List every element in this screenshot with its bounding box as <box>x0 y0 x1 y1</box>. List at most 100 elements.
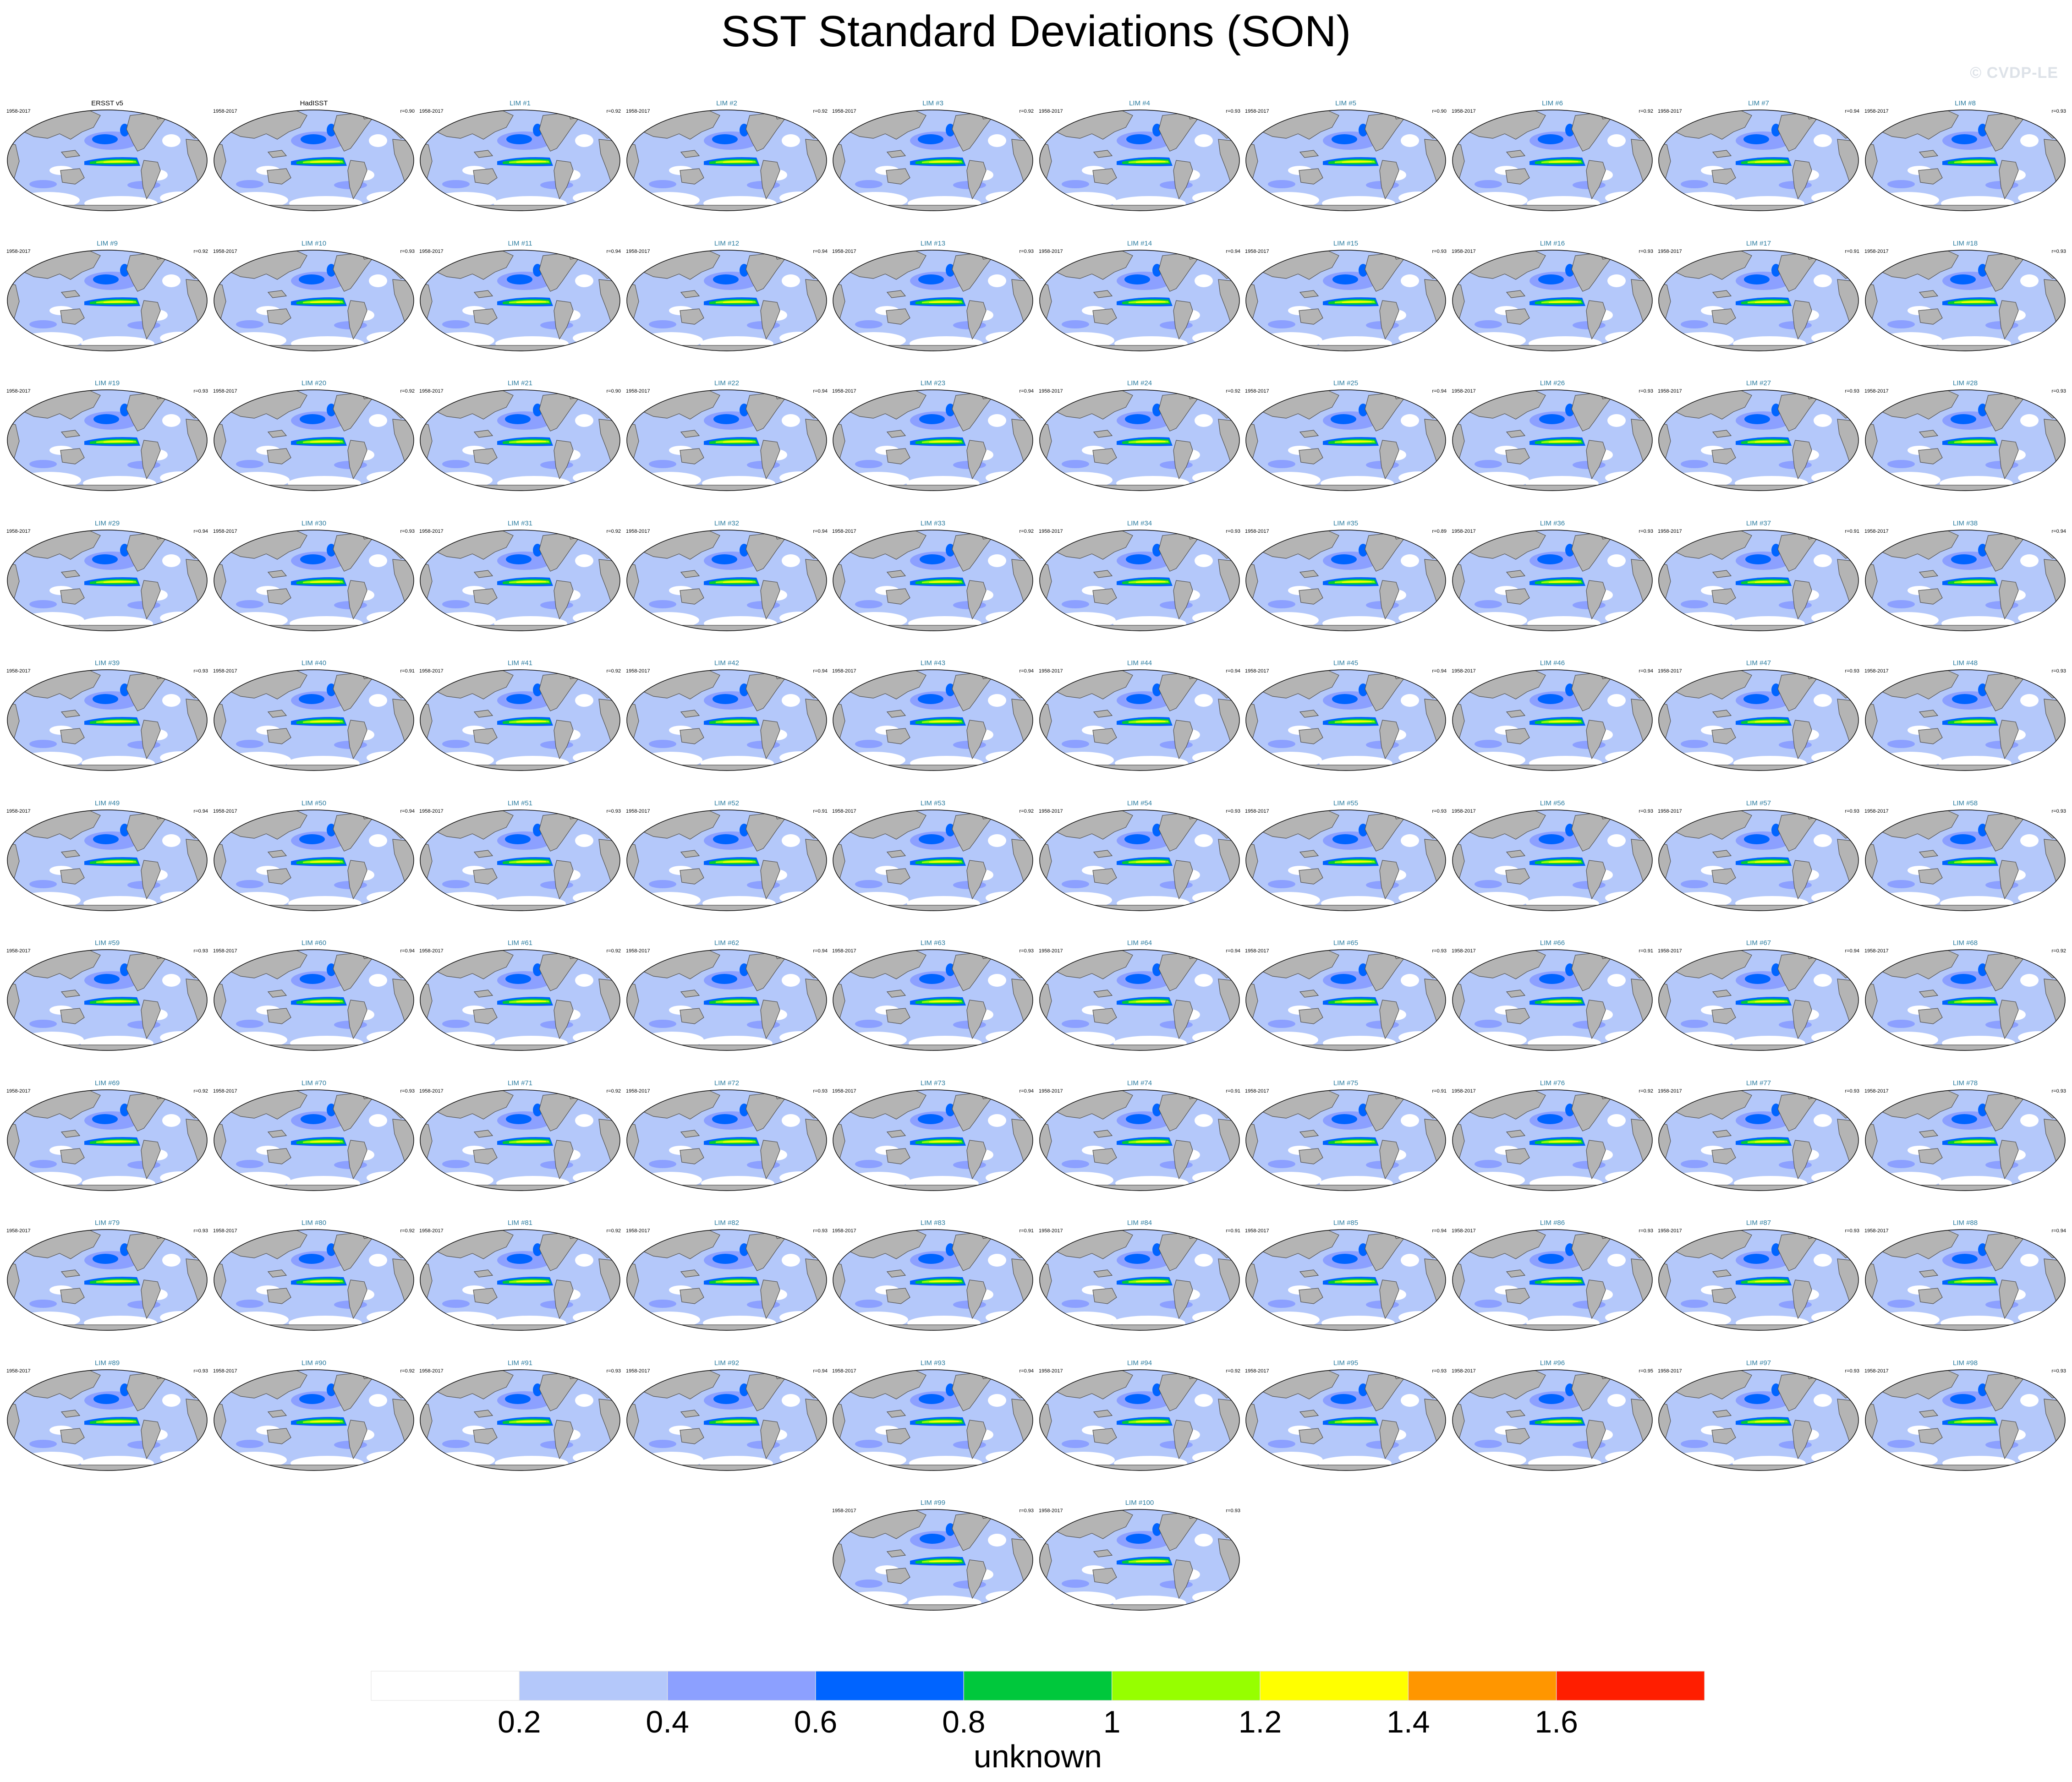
map-panel: LIM #10 1958-2017 r=0.93 <box>213 240 415 351</box>
map-panel: LIM #26 1958-2017 r=0.93 <box>1452 379 1653 491</box>
panel-title: LIM #47 <box>1746 659 1771 667</box>
panel-title: LIM #82 <box>714 1219 739 1227</box>
map-field <box>7 1230 207 1330</box>
panel-period: 1958-2017 <box>1245 529 1269 534</box>
panel-title: LIM #14 <box>1127 240 1151 247</box>
panel-title: LIM #95 <box>1333 1359 1358 1367</box>
colorbar-swatch <box>519 1671 668 1701</box>
panel-period: 1958-2017 <box>626 529 650 534</box>
map-border <box>7 809 208 911</box>
map-panel: LIM #21 1958-2017 r=0.90 <box>419 379 621 491</box>
map-panel: LIM #44 1958-2017 r=0.94 <box>1039 659 1240 771</box>
panel-title: LIM #41 <box>508 659 532 667</box>
panel-period: 1958-2017 <box>419 668 444 674</box>
map-panel: LIM #87 1958-2017 r=0.93 <box>1658 1219 1860 1331</box>
panel-period: 1958-2017 <box>832 529 856 534</box>
map-field <box>833 1509 1033 1610</box>
map-panel: LIM #29 1958-2017 r=0.94 <box>6 519 208 631</box>
panel-pattern-correlation: r=0.93 <box>1845 1228 1860 1234</box>
map-panel: LIM #54 1958-2017 r=0.93 <box>1039 799 1240 911</box>
panel-pattern-correlation: r=0.94 <box>1226 668 1240 674</box>
map-field <box>1659 530 1858 631</box>
panel-period: 1958-2017 <box>1658 109 1682 114</box>
panel-period: 1958-2017 <box>1039 1368 1063 1374</box>
map-panel: LIM #76 1958-2017 r=0.92 <box>1452 1079 1653 1191</box>
map-border <box>1245 249 1446 351</box>
panel-period: 1958-2017 <box>1864 1228 1889 1234</box>
panel-pattern-correlation: r=0.93 <box>2051 109 2066 114</box>
panel-period: 1958-2017 <box>832 809 856 814</box>
map-panel: LIM #80 1958-2017 r=0.92 <box>213 1219 415 1331</box>
map-panel: LIM #98 1958-2017 r=0.93 <box>1864 1359 2066 1471</box>
map-field <box>1039 250 1239 351</box>
panel-pattern-correlation: r=0.93 <box>1845 388 1860 394</box>
panel-pattern-correlation: r=0.93 <box>607 1368 621 1374</box>
map-border <box>1658 809 1859 911</box>
map-border <box>1039 249 1240 351</box>
panel-pattern-correlation: r=0.93 <box>1226 809 1240 814</box>
panel-period: 1958-2017 <box>832 1368 856 1374</box>
panel-pattern-correlation: r=0.94 <box>1226 948 1240 954</box>
panel-pattern-correlation: r=0.92 <box>1639 1088 1653 1094</box>
map-field <box>1039 530 1239 631</box>
map-panel: LIM #11 1958-2017 r=0.94 <box>419 240 621 351</box>
map-border <box>833 949 1033 1051</box>
land-mask <box>214 1369 414 1470</box>
panel-title: LIM #72 <box>714 1079 739 1087</box>
panel-title: LIM #31 <box>508 519 532 527</box>
map-border <box>213 389 414 491</box>
panel-period: 1958-2017 <box>1452 948 1476 954</box>
map-panel: LIM #50 1958-2017 r=0.94 <box>213 799 415 911</box>
map-panel: LIM #8 1958-2017 r=0.93 <box>1864 99 2066 211</box>
map-border <box>833 1089 1033 1191</box>
panel-title: LIM #16 <box>1540 240 1564 247</box>
map-border <box>1864 389 2066 491</box>
map-panel: LIM #34 1958-2017 r=0.93 <box>1039 519 1240 631</box>
panel-period: 1958-2017 <box>1658 249 1682 254</box>
colorbar-tick-label: 0.2 <box>498 1705 541 1739</box>
panel-title: LIM #56 <box>1540 799 1564 807</box>
map-border <box>7 1229 208 1331</box>
panel-title: LIM #13 <box>921 240 945 247</box>
map-border <box>1245 1089 1446 1191</box>
map-field <box>214 390 414 491</box>
panel-title: LIM #86 <box>1540 1219 1564 1227</box>
map-field <box>7 1089 207 1191</box>
map-border <box>1864 669 2066 771</box>
panel-period: 1958-2017 <box>213 109 237 114</box>
panel-pattern-correlation: r=0.92 <box>1639 109 1653 114</box>
map-border <box>213 109 414 211</box>
panel-title: LIM #96 <box>1540 1359 1564 1367</box>
panel-pattern-correlation: r=0.93 <box>1226 529 1240 534</box>
map-panel: LIM #70 1958-2017 r=0.93 <box>213 1079 415 1191</box>
map-border <box>420 669 620 771</box>
map-border <box>1452 809 1653 911</box>
panel-pattern-correlation: r=0.92 <box>607 529 621 534</box>
panel-period: 1958-2017 <box>213 668 237 674</box>
map-panel: LIM #13 1958-2017 r=0.93 <box>832 240 1034 351</box>
map-border <box>1039 949 1240 1051</box>
panel-title: LIM #34 <box>1127 519 1151 527</box>
map-field <box>420 950 620 1050</box>
map-panel: LIM #66 1958-2017 r=0.91 <box>1452 939 1653 1051</box>
map-border <box>1658 529 1859 631</box>
panel-pattern-correlation: r=0.91 <box>1020 1228 1034 1234</box>
map-field <box>1246 530 1446 631</box>
map-panel: LIM #60 1958-2017 r=0.94 <box>213 939 415 1051</box>
panel-period: 1958-2017 <box>1039 1088 1063 1094</box>
map-border <box>1039 1229 1240 1331</box>
map-border <box>1864 249 2066 351</box>
map-panel: LIM #35 1958-2017 r=0.89 <box>1245 519 1447 631</box>
panel-period: 1958-2017 <box>832 388 856 394</box>
map-panel: LIM #63 1958-2017 r=0.93 <box>832 939 1034 1051</box>
panel-period: 1958-2017 <box>1039 388 1063 394</box>
panel-title: LIM #3 <box>922 99 943 107</box>
map-field <box>214 1089 414 1191</box>
panel-period: 1958-2017 <box>213 1368 237 1374</box>
panel-pattern-correlation: r=0.90 <box>400 109 415 114</box>
map-border <box>1245 669 1446 771</box>
map-border <box>1039 1509 1240 1611</box>
panel-title: LIM #24 <box>1127 379 1151 387</box>
map-border <box>833 1369 1033 1471</box>
panel-pattern-correlation: r=0.92 <box>1020 529 1034 534</box>
